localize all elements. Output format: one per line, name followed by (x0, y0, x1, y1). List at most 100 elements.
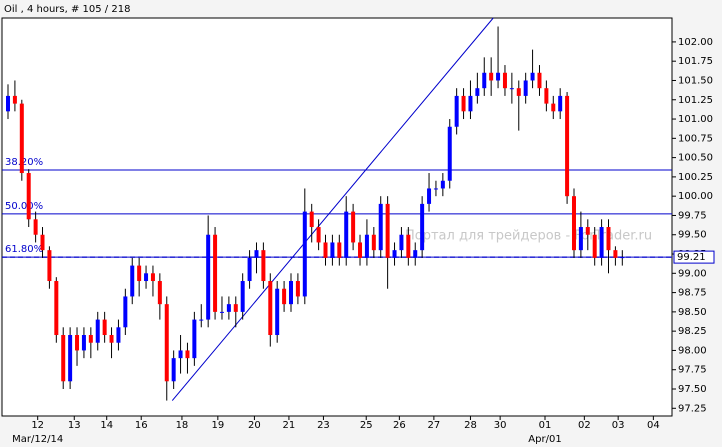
candle-body (413, 250, 418, 258)
candle-body (571, 196, 576, 251)
y-tick-label: 98.00 (678, 345, 707, 356)
candle-body (185, 350, 190, 359)
candle-body (606, 227, 611, 251)
candle-body (578, 227, 583, 251)
candle-body (206, 234, 211, 320)
candle-body (330, 242, 335, 258)
candle-body (316, 227, 321, 243)
date-label: Apr/01 (528, 434, 561, 445)
y-tick-label: 100.75 (678, 133, 713, 144)
y-tick-label: 101.25 (678, 95, 713, 106)
x-tick-label: 30 (494, 420, 507, 431)
candle-body (530, 72, 535, 81)
x-tick-label: 28 (464, 420, 477, 431)
fib-label: 50.00% (5, 201, 43, 212)
candle-body (81, 335, 86, 351)
candle-body (516, 88, 521, 96)
candle-body (544, 88, 549, 104)
candle-body (496, 72, 501, 81)
candle-body (33, 219, 38, 235)
last-price-label: 99.21 (677, 252, 706, 263)
x-tick-label: 13 (68, 420, 81, 431)
candle-body (371, 234, 376, 251)
candle-body (461, 95, 466, 112)
candle-body (61, 335, 66, 382)
candle-body (420, 203, 425, 251)
y-tick-label: 97.50 (678, 384, 707, 395)
candle-body (454, 95, 459, 127)
candle-body (309, 211, 314, 228)
candle-body (95, 319, 100, 343)
candle-body (123, 296, 128, 328)
candle-body (489, 72, 494, 81)
candle-body (54, 281, 59, 336)
candle-body (406, 234, 411, 258)
x-tick-label: 23 (317, 420, 330, 431)
candle-body (157, 281, 162, 305)
candle-body (192, 319, 197, 359)
x-tick-label: 14 (100, 420, 113, 431)
candle-body (592, 234, 597, 258)
fib-label: 38.20% (5, 157, 43, 168)
x-tick-label: 18 (176, 420, 189, 431)
candle-body (268, 281, 273, 336)
y-tick-label: 97.75 (678, 365, 707, 376)
candle-body (620, 257, 625, 259)
y-tick-label: 102.00 (678, 37, 713, 48)
y-tick-label: 98.50 (678, 307, 707, 318)
candle-body (247, 257, 252, 282)
y-tick-label: 101.50 (678, 75, 713, 86)
candle-body (613, 250, 618, 258)
x-tick-label: 26 (393, 420, 406, 431)
candle-body (150, 273, 155, 282)
candle-body (433, 188, 438, 190)
candle-body (130, 265, 135, 297)
candle-body (440, 180, 445, 189)
candle-body (275, 288, 280, 336)
x-tick-label: 02 (578, 420, 591, 431)
y-tick-label: 100.25 (678, 172, 713, 183)
candle-body (282, 288, 287, 305)
fib-label: 61.80% (5, 244, 43, 255)
candle-body (144, 273, 149, 282)
candle-body (254, 250, 259, 258)
y-tick-label: 100.00 (678, 191, 713, 202)
x-tick-label: 25 (360, 420, 373, 431)
candle-body (337, 242, 342, 258)
trendline (171, 17, 494, 401)
candle-body (6, 95, 11, 112)
candle-body (137, 265, 142, 282)
candle-body (171, 358, 176, 382)
x-tick-label: 19 (211, 420, 224, 431)
x-tick-label: 20 (248, 420, 261, 431)
candle-body (68, 335, 73, 382)
candle-body (482, 72, 487, 89)
x-tick-label: 03 (612, 420, 625, 431)
y-tick-label: 99.75 (678, 210, 707, 221)
candle-body (364, 234, 369, 258)
candle-body (537, 72, 542, 89)
candle-body (178, 350, 183, 359)
candle-body (475, 88, 480, 96)
x-tick-label: 16 (135, 420, 148, 431)
x-tick-label: 21 (283, 420, 296, 431)
candle-body (385, 203, 390, 258)
candle-body (392, 250, 397, 258)
candle-body (585, 227, 590, 235)
candle-body (240, 281, 245, 312)
candle-body (233, 304, 238, 312)
y-tick-label: 101.00 (678, 114, 713, 125)
candle-body (226, 304, 231, 312)
candle-body (509, 88, 514, 90)
candle-body (164, 304, 169, 382)
candle-body (427, 188, 432, 204)
candle-body (399, 234, 404, 251)
x-tick-label: 04 (647, 420, 660, 431)
candle-body (295, 281, 300, 297)
candle-body (523, 80, 528, 96)
x-tick-label: 12 (31, 420, 44, 431)
candle-body (116, 327, 121, 343)
candle-body (213, 234, 218, 312)
candle-body (288, 281, 293, 305)
